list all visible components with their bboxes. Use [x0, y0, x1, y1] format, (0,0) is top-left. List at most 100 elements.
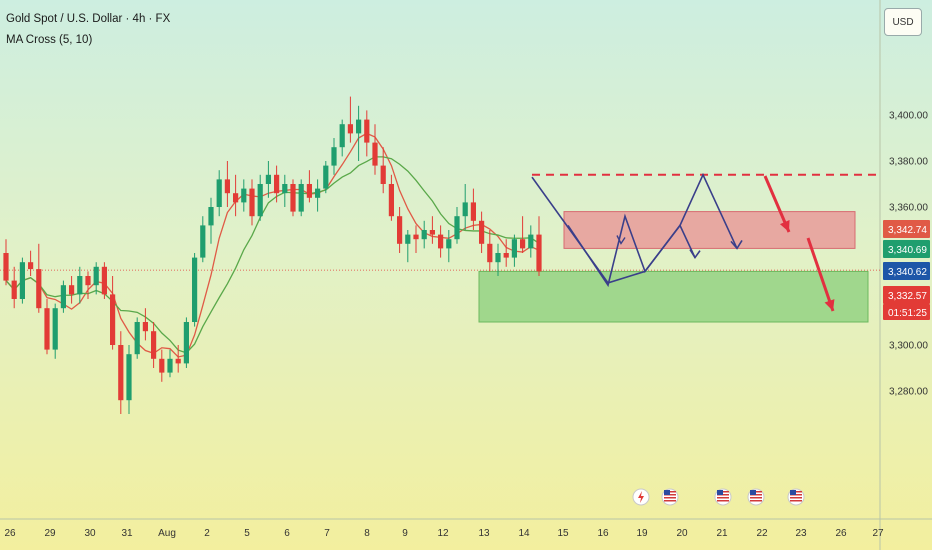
event-marker-us[interactable] [747, 488, 765, 506]
candle[interactable] [126, 345, 132, 414]
event-marker-flash[interactable] [632, 488, 650, 506]
candle-body [356, 119, 362, 134]
candle-body [298, 184, 304, 212]
candle[interactable] [520, 216, 526, 253]
chart-title: Gold Spot / U.S. Dollar · 4h · FX [6, 13, 171, 25]
candle-body [364, 119, 370, 143]
candle[interactable] [85, 271, 91, 299]
candle[interactable] [446, 230, 452, 263]
candle[interactable] [224, 161, 230, 207]
x-tick-label: 14 [518, 528, 530, 539]
candle[interactable] [405, 230, 411, 263]
candle[interactable] [183, 317, 189, 368]
candle[interactable] [503, 239, 509, 267]
price-scale[interactable]: 3,400.003,380.003,360.003,320.003,300.00… [883, 111, 930, 398]
candle-body [142, 322, 148, 332]
candle[interactable] [462, 184, 468, 230]
candle[interactable] [274, 165, 280, 203]
x-tick-label: 12 [437, 528, 449, 539]
candle[interactable] [52, 303, 58, 359]
price-label-text: 3,340.69 [888, 245, 927, 256]
indicator-label[interactable]: MA Cross (5, 10) [6, 34, 93, 46]
candle[interactable] [77, 266, 83, 304]
candle[interactable] [134, 317, 140, 359]
candle[interactable] [454, 207, 460, 244]
candle[interactable] [142, 308, 148, 341]
candle[interactable] [3, 239, 9, 286]
candle[interactable] [380, 147, 386, 194]
candle[interactable] [11, 266, 17, 309]
candle-body [495, 253, 501, 263]
candle[interactable] [536, 216, 542, 276]
event-marker-us[interactable] [714, 488, 732, 506]
candle[interactable] [470, 188, 476, 230]
candle[interactable] [257, 174, 263, 221]
candle[interactable] [93, 262, 99, 295]
candle[interactable] [298, 179, 304, 217]
event-marker-us[interactable] [661, 488, 679, 506]
candle[interactable] [438, 225, 444, 258]
candle-body [511, 239, 517, 258]
events-layer[interactable] [632, 488, 805, 506]
candle[interactable] [413, 225, 419, 253]
candle[interactable] [101, 262, 107, 299]
x-tick-label: 20 [676, 528, 688, 539]
candle[interactable] [356, 105, 362, 161]
candle[interactable] [372, 124, 378, 175]
candle[interactable] [421, 220, 427, 249]
candle[interactable] [159, 349, 165, 382]
candle[interactable] [241, 179, 247, 212]
candle[interactable] [429, 216, 435, 244]
candle[interactable] [118, 331, 124, 414]
candle[interactable] [364, 110, 370, 157]
candle[interactable] [323, 161, 329, 194]
candle[interactable] [282, 174, 288, 207]
x-tick-label: 15 [557, 528, 569, 539]
candles-layer[interactable] [3, 96, 542, 414]
candle[interactable] [339, 119, 345, 157]
price-label[interactable]: 3,340.69 [883, 240, 930, 258]
price-label[interactable]: 3,332.57 [883, 286, 930, 304]
candle[interactable] [479, 211, 485, 253]
candle-body [454, 216, 460, 240]
candle[interactable] [233, 174, 239, 217]
candle[interactable] [315, 179, 321, 212]
zones-layer [0, 173, 880, 323]
candle[interactable] [528, 225, 534, 258]
candle[interactable] [290, 179, 296, 217]
candle[interactable] [44, 299, 50, 355]
candle[interactable] [175, 345, 181, 373]
x-tick-label: 23 [795, 528, 807, 539]
candle-body [200, 225, 206, 258]
candle[interactable] [511, 234, 517, 267]
candle[interactable] [200, 216, 206, 263]
candle[interactable] [388, 174, 394, 221]
candle[interactable] [192, 253, 198, 327]
candle[interactable] [151, 322, 157, 368]
price-label[interactable]: 3,342.74 [883, 220, 930, 238]
candle[interactable] [167, 349, 173, 378]
candle[interactable] [19, 257, 25, 304]
candle[interactable] [69, 276, 75, 304]
candle-body [101, 266, 107, 295]
candle[interactable] [347, 96, 353, 143]
event-marker-us[interactable] [787, 488, 805, 506]
candle[interactable] [28, 250, 34, 276]
candle[interactable] [265, 161, 271, 198]
candle[interactable] [36, 243, 42, 313]
price-label[interactable]: 3,340.62 [883, 262, 930, 280]
candle[interactable] [110, 276, 116, 350]
candle[interactable] [487, 230, 493, 272]
candle[interactable] [60, 280, 66, 313]
currency-button[interactable]: USD [884, 8, 922, 36]
candle[interactable] [331, 138, 337, 175]
time-scale[interactable]: 26 29 30 31 Aug 2 5 6 7 8 9 12 13 14 15 16 19 20 21 22 23 26 2… [4, 528, 884, 539]
candle[interactable] [397, 207, 403, 253]
candle[interactable] [216, 170, 222, 217]
candle[interactable] [208, 197, 214, 244]
candle-body [3, 253, 9, 281]
candle[interactable] [495, 243, 501, 276]
candle[interactable] [249, 179, 255, 226]
candle[interactable] [306, 170, 312, 203]
